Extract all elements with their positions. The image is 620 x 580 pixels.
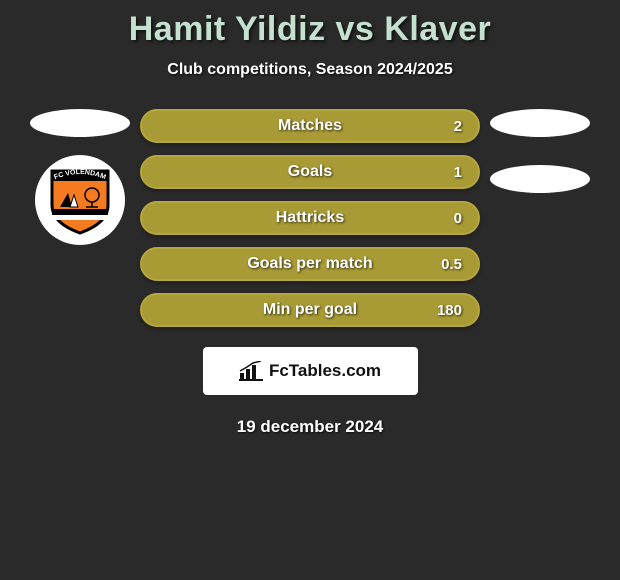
brand-logo[interactable]: FcTables.com xyxy=(203,347,418,395)
stat-bar-label: Goals per match xyxy=(247,255,372,273)
right-player-column xyxy=(480,109,600,193)
left-player-column: FC VOLENDAM xyxy=(20,109,140,245)
stat-bar: Matches 2 xyxy=(140,109,480,143)
brand-text: FcTables.com xyxy=(269,361,381,381)
stat-bar: Goals 1 xyxy=(140,155,480,189)
player-right-ellipse-2 xyxy=(490,165,590,193)
stat-bar-value: 1 xyxy=(454,164,462,181)
page-title: Hamit Yildiz vs Klaver xyxy=(129,10,492,49)
infographic-container: Hamit Yildiz vs Klaver Club competitions… xyxy=(0,0,620,437)
stat-bar-label: Matches xyxy=(278,117,342,135)
stat-bar-value: 180 xyxy=(437,302,462,319)
bars-chart-icon xyxy=(239,361,263,381)
player-right-ellipse-1 xyxy=(490,109,590,137)
stat-bar-value: 0 xyxy=(454,210,462,227)
stat-bar: Min per goal 180 xyxy=(140,293,480,327)
stat-bar: Goals per match 0.5 xyxy=(140,247,480,281)
stat-bar-label: Hattricks xyxy=(276,209,344,227)
player-left-ellipse xyxy=(30,109,130,137)
shield-icon: FC VOLENDAM xyxy=(48,165,112,235)
stat-bar-label: Goals xyxy=(288,163,332,181)
stats-area: FC VOLENDAM Matches 2 Goals 1 Hattricks 0 Goal… xyxy=(0,109,620,327)
stat-bar: Hattricks 0 xyxy=(140,201,480,235)
subtitle: Club competitions, Season 2024/2025 xyxy=(167,61,452,79)
date-text: 19 december 2024 xyxy=(237,417,384,437)
stat-bars: Matches 2 Goals 1 Hattricks 0 Goals per match 0… xyxy=(140,109,480,327)
stat-bar-label: Min per goal xyxy=(263,301,357,319)
club-badge-volendam: FC VOLENDAM xyxy=(35,155,125,245)
stat-bar-value: 2 xyxy=(454,118,462,135)
stat-bar-value: 0.5 xyxy=(441,256,462,273)
